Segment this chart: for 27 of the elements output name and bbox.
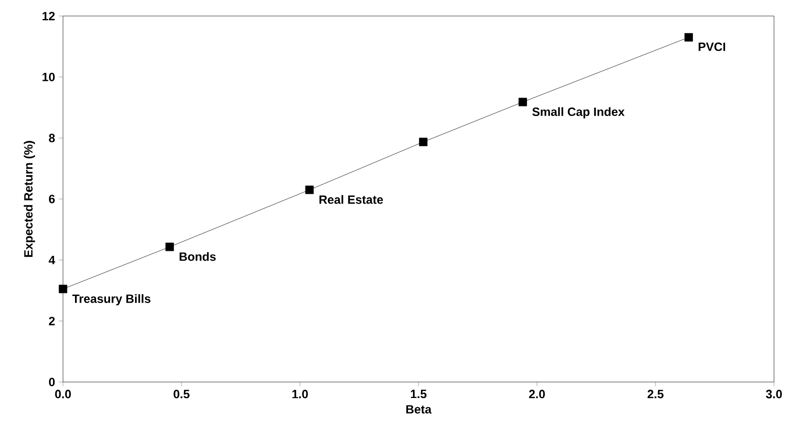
y-axis-title: Expected Return (%) [24, 140, 35, 257]
y-tick-label: 8 [48, 134, 55, 142]
y-tick-label: 0 [49, 378, 55, 386]
x-tick-label: 2.5 [648, 390, 664, 398]
y-tick-label: 4 [48, 256, 56, 264]
point [305, 186, 314, 194]
annotation: Treasury Bills [72, 294, 150, 306]
y-tick-label: 12 [42, 12, 55, 20]
point [518, 98, 527, 106]
point [684, 33, 693, 42]
x-tick-label: 1.5 [410, 390, 427, 398]
y-tick-label: 2 [48, 316, 55, 326]
x-tick-label: 3.0 [766, 390, 782, 398]
x-tick-label: 2.0 [529, 390, 545, 398]
annotation: Real Estate [319, 195, 383, 204]
annotation: PVCI [698, 42, 726, 52]
point [419, 138, 428, 146]
x-tick-label: 1.0 [292, 390, 308, 398]
annotation: Bonds [180, 252, 216, 261]
point [165, 242, 174, 252]
y-tick-label: 6 [48, 194, 55, 204]
annotation: Small Cap Index [532, 107, 625, 118]
y-tick-label: 10 [42, 72, 55, 82]
point [58, 284, 68, 294]
x-tick-label: 0.0 [55, 390, 71, 398]
x-tick-label: 0.5 [174, 390, 190, 398]
x-axis-title: Beta [406, 405, 432, 414]
